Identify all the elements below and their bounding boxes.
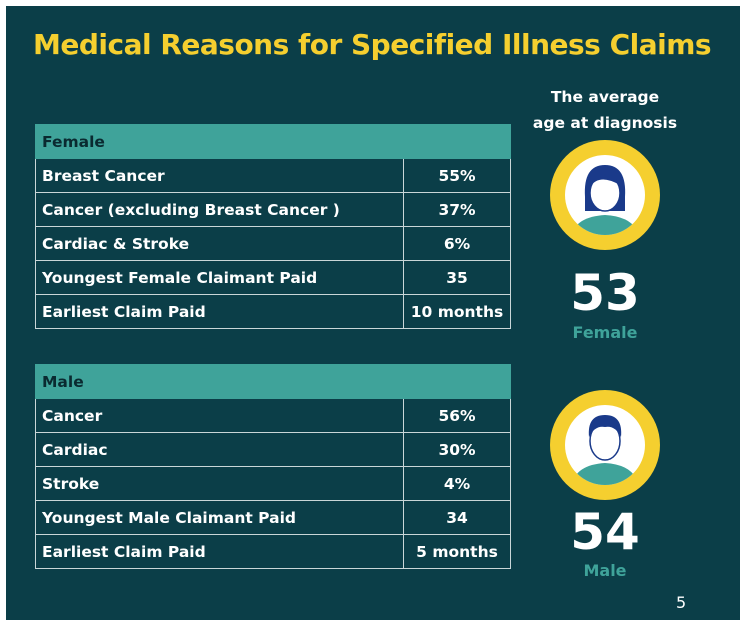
table-heading: Female [35,124,511,159]
table-heading: Male [35,364,511,399]
row-label: Youngest Male Claimant Paid [35,500,404,535]
table-row: Cardiac 30% [35,432,511,467]
row-value: 5 months [403,534,511,569]
row-label: Cancer [35,398,404,433]
row-value: 37% [403,192,511,227]
row-label: Cardiac & Stroke [35,226,404,261]
row-label: Cardiac [35,432,404,467]
row-value: 34 [403,500,511,535]
row-label: Earliest Claim Paid [35,534,404,569]
table-row: Stroke 4% [35,466,511,501]
female-avatar [550,140,660,250]
header-row: Female [35,124,511,159]
row-value: 10 months [403,294,511,329]
row-value: 6% [403,226,511,261]
gender-label: Female [572,323,638,342]
table-row: Earliest Claim Paid 10 months [35,294,511,329]
header-row: Male [35,364,511,399]
row-label: Earliest Claim Paid [35,294,404,329]
title: Medical Reasons for Specified Illness Cl… [33,28,712,61]
slide: Medical Reasons for Specified Illness Cl… [6,6,740,620]
row-label: Stroke [35,466,404,501]
male-table: Male Cancer 56% Cardiac 30% Stroke 4% Youngest … [35,364,511,569]
table-row: Cardiac & Stroke 6% [35,226,511,261]
row-label: Youngest Female Claimant Paid [35,260,404,295]
row-value: 35 [403,260,511,295]
male-avatar [550,390,660,500]
row-value: 56% [403,398,511,433]
gender-label: Male [583,561,627,580]
table-row: Cancer 56% [35,398,511,433]
age: 54 [570,503,640,561]
female-table: Female Breast Cancer 55% Cancer (excluding … [35,124,511,329]
age: 53 [570,264,640,322]
table-row: Youngest Female Claimant Paid 35 [35,260,511,295]
page-number: 5 [676,593,687,612]
row-label: Cancer (excluding Breast Cancer ) [35,192,404,227]
caption: age at diagnosis [532,114,678,132]
row-value: 4% [403,466,511,501]
table-row: Youngest Male Claimant Paid 34 [35,500,511,535]
row-value: 30% [403,432,511,467]
caption: The average [550,88,660,106]
table-row: Earliest Claim Paid 5 months [35,534,511,569]
table-row: Cancer (excluding Breast Cancer ) 37% [35,192,511,227]
row-label: Breast Cancer [35,158,404,193]
row-value: 55% [403,158,511,193]
table-row: Breast Cancer 55% [35,158,511,193]
